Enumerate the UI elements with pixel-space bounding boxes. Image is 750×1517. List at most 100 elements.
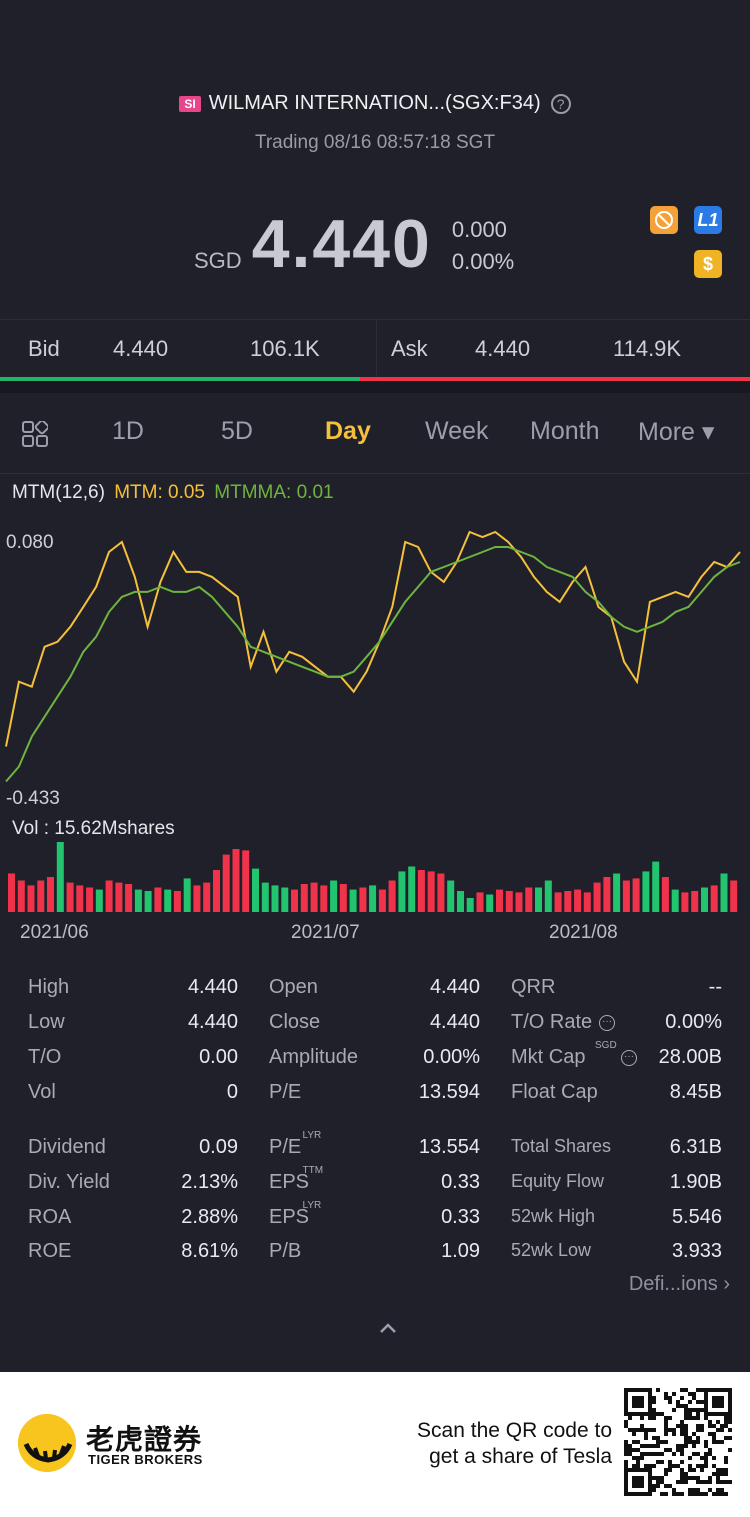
- question-circle-icon[interactable]: ?: [550, 93, 571, 114]
- trading-status: Trading 08/16 08:57:18 SGT: [254, 132, 496, 153]
- stat-label: P/E: [269, 1081, 302, 1103]
- ask-label: Ask: [391, 336, 428, 361]
- x-tick-label: 2021/08: [549, 922, 618, 943]
- volume-bar: [378, 889, 386, 912]
- qr-code-icon: [624, 1388, 732, 1496]
- chevron-up-icon[interactable]: [378, 1318, 398, 1338]
- bid-section: Bid 4.440 106.1K: [0, 320, 374, 378]
- bid-label: Bid: [28, 336, 60, 361]
- stat-label: Mkt Cap: [511, 1046, 586, 1068]
- volume-bar: [408, 866, 416, 912]
- stat-label: Low: [28, 1011, 65, 1033]
- stat-value: 28.00B: [658, 1046, 722, 1068]
- title-row[interactable]: SI WILMAR INTERNATION...(SGX:F34) ?: [0, 92, 750, 115]
- stat-superscript: LYR: [302, 1130, 322, 1141]
- volume-chart[interactable]: [0, 842, 750, 918]
- stat-value: 2.13%: [181, 1171, 238, 1193]
- volume-bar: [544, 880, 552, 912]
- volume-bar: [515, 892, 523, 912]
- promo-line: Scan the QR code to: [417, 1419, 612, 1442]
- indicator-legend[interactable]: MTM(12,6) MTM: 0.05 MTMMA: 0.01: [12, 482, 334, 504]
- volume-bar: [554, 892, 562, 912]
- volume-bar: [681, 892, 689, 912]
- volume-bar: [330, 880, 338, 912]
- mtmma-line: [5, 546, 741, 783]
- stat-label: Total Shares: [511, 1136, 612, 1156]
- stat-value: 0.00: [199, 1046, 238, 1068]
- exchange-badge: SI: [179, 95, 201, 112]
- stat-label: Equity Flow: [511, 1171, 605, 1191]
- change-value: 0.000: [451, 217, 507, 242]
- mtm-line: [5, 530, 741, 747]
- ellipsis-circle-icon[interactable]: ···: [599, 1015, 615, 1031]
- volume-bar: [564, 891, 572, 912]
- ask-section: Ask 4.440 114.9K: [376, 320, 750, 378]
- dollar-icon[interactable]: $: [694, 250, 722, 278]
- stat-label: 52wk High: [511, 1206, 596, 1226]
- stat-value: 13.594: [418, 1081, 480, 1103]
- stat-value: 1.90B: [669, 1171, 722, 1193]
- mtm-chart[interactable]: [0, 510, 750, 820]
- volume-bar: [320, 885, 328, 912]
- bid-size: 106.1K: [250, 336, 320, 361]
- tab-day[interactable]: Day: [325, 417, 371, 445]
- volume-bar: [291, 889, 298, 912]
- stat-value: 13.554: [418, 1136, 480, 1158]
- tab-week[interactable]: Week: [425, 417, 489, 445]
- stat-label: Close: [269, 1011, 321, 1033]
- stat-label: QRR: [511, 976, 556, 998]
- y-axis-min: -0.433: [6, 788, 60, 809]
- stat-value: 4.440: [429, 976, 480, 998]
- volume-bar: [730, 880, 738, 912]
- x-tick-label: 2021/06: [20, 922, 89, 943]
- ellipsis-circle-icon[interactable]: ···: [621, 1050, 637, 1066]
- promo-line: get a share of Tesla: [429, 1445, 612, 1468]
- volume-bar: [213, 870, 220, 912]
- volume-bar: [476, 892, 484, 912]
- stat-value: 1.09: [441, 1240, 480, 1262]
- tab-more[interactable]: More ▾: [638, 418, 715, 446]
- volume-bar: [310, 882, 318, 912]
- tab-month[interactable]: Month: [530, 417, 600, 445]
- tab-5d[interactable]: 5D: [221, 417, 253, 445]
- no-short-icon[interactable]: [650, 206, 678, 234]
- grid-icon[interactable]: [22, 421, 48, 447]
- bid-ask-bar: Bid 4.440 106.1K Ask 4.440 114.9K: [0, 319, 750, 378]
- stock-title[interactable]: WILMAR INTERNATION...(SGX:F34): [208, 92, 541, 114]
- stat-label: High: [28, 976, 70, 998]
- stat-value: 6.31B: [669, 1136, 722, 1158]
- volume-bar: [486, 894, 494, 912]
- stat-value: 3.933: [671, 1240, 722, 1262]
- stat-value: 4.440: [429, 1011, 480, 1033]
- period-tabs: 1D 5D Day Week Month More ▾: [0, 393, 750, 474]
- stat-label: Float Cap: [511, 1081, 598, 1103]
- stat-label: T/O: [28, 1046, 62, 1068]
- stat-value: 4.440: [187, 1011, 238, 1033]
- volume-bar: [66, 882, 74, 912]
- volume-bar: [47, 877, 54, 912]
- price-block: SGD 4.440 0.000 0.00%: [194, 208, 514, 280]
- volume-bar: [27, 885, 35, 912]
- stat-value: 0.09: [199, 1136, 238, 1158]
- stat-label: Div. Yield: [28, 1171, 110, 1193]
- stat-label: EPS: [269, 1171, 310, 1193]
- volume-bar: [37, 880, 45, 912]
- volume-bar: [203, 882, 211, 912]
- x-tick-label: 2021/07: [291, 922, 360, 943]
- volume-bar: [173, 891, 181, 912]
- section-divider: [0, 381, 750, 393]
- level1-icon[interactable]: L1: [694, 206, 722, 234]
- tab-1d[interactable]: 1D: [112, 417, 144, 445]
- volume-bar: [437, 873, 445, 912]
- price-change: 0.000 0.00%: [452, 214, 514, 278]
- currency-label: SGD: [194, 248, 242, 273]
- volume-bar: [271, 885, 279, 912]
- volume-bar: [622, 880, 630, 912]
- volume-bar: [417, 870, 425, 912]
- volume-bar: [466, 898, 474, 912]
- volume-bar: [505, 891, 513, 912]
- definitions-link[interactable]: Defi...ions ›: [628, 1273, 730, 1295]
- last-price: 4.440: [251, 206, 432, 282]
- bid-ratio-bar: [0, 377, 360, 381]
- volume-bar: [369, 885, 377, 912]
